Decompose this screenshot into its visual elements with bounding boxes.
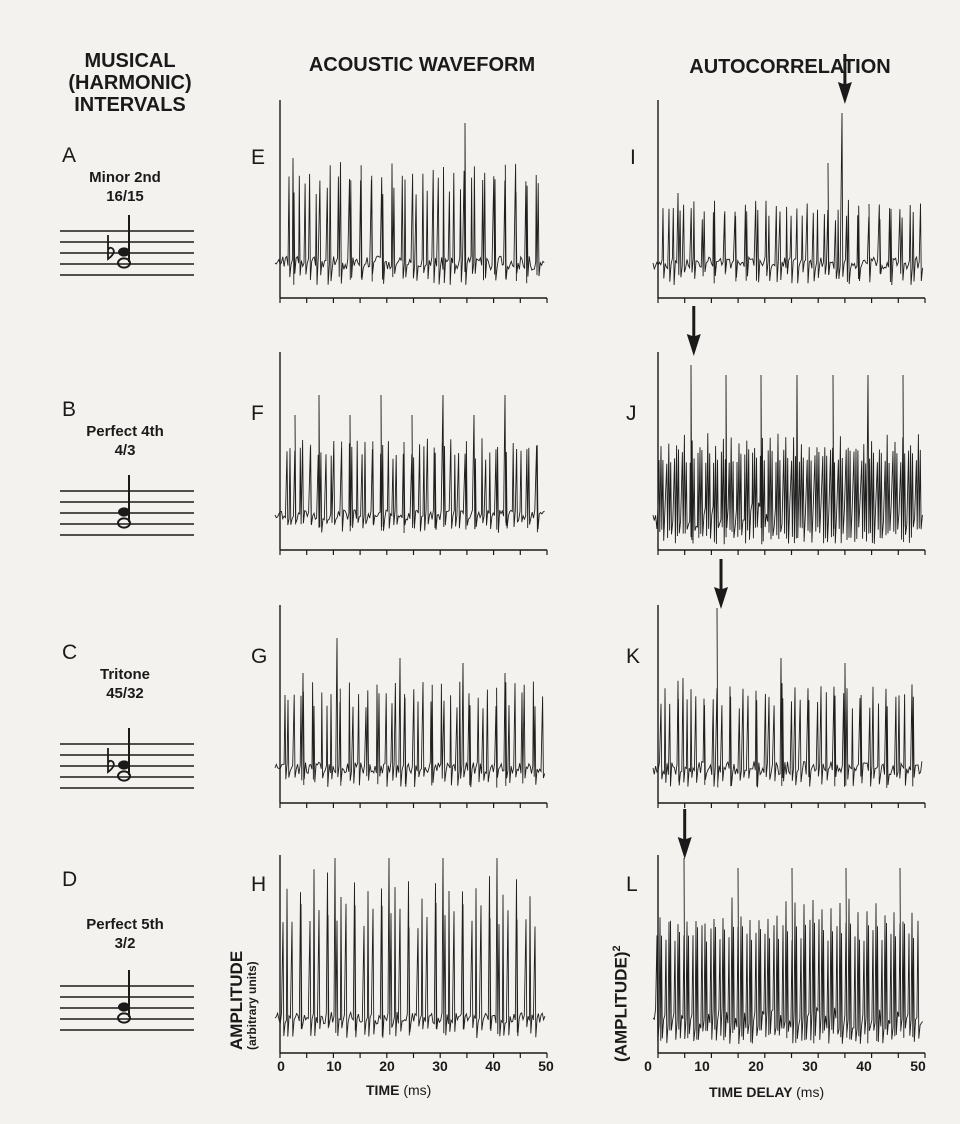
note-head-open	[117, 770, 131, 782]
note-head-open	[117, 257, 131, 269]
interval-name-c: Tritone 45/32	[65, 665, 185, 703]
interval-label-d: D	[62, 868, 78, 891]
intervals-header-line-2: (HARMONIC)	[68, 72, 192, 94]
peak-arrow	[837, 54, 852, 104]
y-axis-label-amplitude-squared: (AMPLITUDE)2	[611, 945, 632, 1062]
signal-trace	[274, 394, 545, 534]
y-axis-unit: (arbitrary units)	[245, 961, 259, 1050]
x-tick-label: 20	[748, 1058, 764, 1074]
interval-name: Minor 2nd	[89, 169, 161, 186]
panel-label-h: H	[251, 873, 267, 896]
note-head-open	[117, 1012, 131, 1024]
x-tick-label: 10	[326, 1058, 342, 1074]
waveform-chart-e	[274, 100, 548, 303]
x-tick-label: 40	[856, 1058, 872, 1074]
interval-name-b: Perfect 4th 4/3	[65, 422, 185, 460]
x-tick-label: 30	[432, 1058, 448, 1074]
note-head-filled	[118, 1002, 130, 1012]
interval-label-c: C	[62, 641, 78, 664]
autocorrelation-chart-k	[652, 559, 926, 808]
intervals-header-line-1: MUSICAL	[84, 50, 176, 72]
interval-label-b: B	[62, 398, 77, 421]
interval-label-a: A	[62, 144, 77, 167]
peak-arrow	[714, 559, 729, 609]
x-tick-label: 20	[379, 1058, 395, 1074]
note-head-filled	[118, 507, 130, 517]
y-axis-superscript: 2	[611, 945, 623, 952]
y-axis-label-amplitude: AMPLITUDE (arbitrary units)	[227, 950, 259, 1050]
note-head-filled	[118, 760, 130, 770]
signal-trace	[652, 112, 924, 286]
y-axis-title: (AMPLITUDE)	[611, 951, 631, 1062]
signal-trace	[274, 122, 545, 285]
signal-trace	[274, 857, 546, 1039]
x-tick-label: 10	[694, 1058, 710, 1074]
panel-label-e: E	[251, 146, 266, 169]
autocorrelation-chart-i	[652, 54, 926, 303]
interval-name: Tritone	[99, 666, 150, 683]
autocorrelation-header: AUTOCORRELATION	[689, 56, 891, 78]
interval-ratio: 16/15	[106, 188, 144, 205]
signal-trace	[652, 607, 923, 788]
flat-sign	[107, 748, 115, 774]
peak-arrow	[677, 809, 692, 859]
interval-name: Perfect 4th	[86, 423, 164, 440]
waveform-chart-g	[274, 605, 548, 808]
panel-label-i: I	[630, 146, 636, 169]
panel-label-k: K	[626, 645, 641, 668]
waveform-chart-f	[274, 352, 548, 555]
signal-trace	[652, 857, 924, 1045]
interval-ratio: 3/2	[114, 935, 136, 952]
autocorrelation-chart-j	[652, 306, 926, 555]
flat-sign	[107, 235, 115, 261]
note-head-filled	[118, 247, 130, 257]
x-tick-label: 30	[802, 1058, 818, 1074]
interval-ratio: 4/3	[114, 442, 136, 459]
waveform-chart-h	[274, 855, 548, 1058]
x-axis-title: TIME DELAY	[709, 1084, 793, 1100]
interval-name: Perfect 5th	[86, 916, 164, 933]
peak-arrow	[686, 306, 701, 356]
x-tick-label: 0	[277, 1058, 285, 1074]
interval-name-d: Perfect 5th 3/2	[65, 915, 185, 953]
y-axis-title: AMPLITUDE	[227, 950, 246, 1050]
panel-label-f: F	[251, 402, 264, 425]
staff-notation-a	[60, 215, 194, 276]
x-axis-label-time-delay: TIME DELAY (ms)	[709, 1084, 824, 1100]
signal-trace	[652, 364, 923, 545]
waveform-header: ACOUSTIC WAVEFORM	[308, 54, 536, 76]
interval-name-a: Minor 2nd 16/15	[65, 168, 185, 206]
interval-ratio: 45/32	[106, 685, 144, 702]
intervals-header: MUSICAL (HARMONIC) INTERVALS	[40, 50, 220, 116]
x-tick-label: 50	[538, 1058, 554, 1074]
staff-notation-d	[60, 970, 194, 1031]
autocorrelation-chart-l	[652, 809, 926, 1058]
x-tick-label: 0	[644, 1058, 652, 1074]
x-tick-label: 40	[485, 1058, 501, 1074]
staff-notation-c	[60, 728, 194, 789]
x-axis-label-time: TIME (ms)	[366, 1082, 431, 1098]
note-head-open	[117, 517, 131, 529]
intervals-header-line-3: INTERVALS	[74, 94, 186, 116]
x-axis-unit: (ms)	[796, 1084, 825, 1100]
panel-label-l: L	[626, 873, 638, 896]
signal-trace	[274, 637, 546, 788]
x-tick-label: 50	[910, 1058, 926, 1074]
panel-label-g: G	[251, 645, 268, 668]
panel-label-j: J	[626, 402, 637, 425]
staff-notation-b	[60, 475, 194, 536]
x-axis-title: TIME	[366, 1082, 400, 1098]
x-axis-unit: (ms)	[403, 1082, 432, 1098]
